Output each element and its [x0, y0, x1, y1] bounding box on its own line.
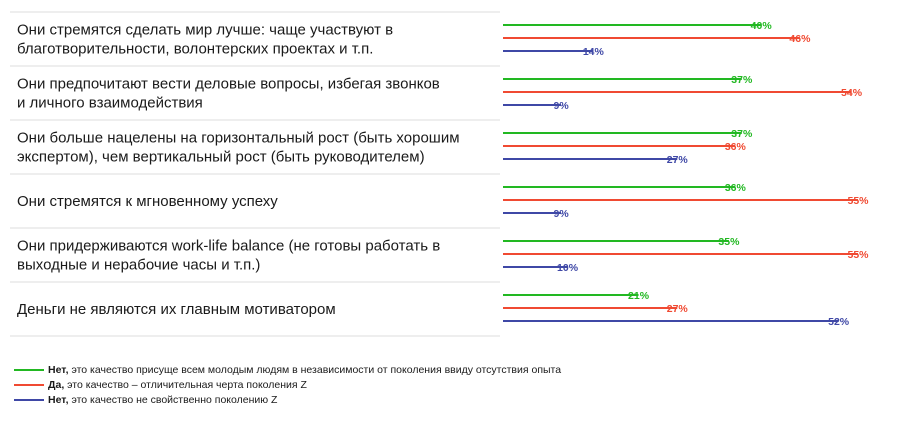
legend-item-blue: Нет, это качество не свойственно поколен… — [14, 392, 561, 407]
legend-line-blue — [14, 398, 44, 401]
value-label-red: 54% — [841, 87, 863, 99]
value-label-red: 55% — [847, 195, 869, 207]
legend-bold-blue: Нет, — [48, 393, 69, 406]
question-label: Они предпочитают вести деловые вопросы, … — [17, 76, 440, 93]
value-label-red: 46% — [789, 33, 811, 45]
legend-bold-red: Да, — [48, 378, 65, 391]
question-label: Они больше нацелены на горизонтальный ро… — [17, 130, 460, 147]
value-label-blue: 9% — [553, 100, 569, 112]
legend: Нет, это качество присуще всем молодым л… — [14, 362, 561, 407]
value-label-green: 21% — [628, 290, 650, 302]
legend-text-red: это качество – отличительная черта покол… — [64, 378, 307, 391]
legend-item-green: Нет, это качество присуще всем молодым л… — [14, 362, 561, 377]
question-label: Они придерживаются work-life balance (не… — [17, 238, 440, 255]
value-label-blue: 14% — [583, 46, 605, 58]
value-label-green: 36% — [725, 182, 747, 194]
value-label-green: 37% — [731, 74, 753, 86]
value-label-blue: 9% — [553, 208, 569, 220]
question-label: выходные и нерабочие часы и т.п.) — [17, 257, 260, 274]
value-label-green: 40% — [751, 20, 773, 32]
legend-text-green: это качество присуще всем молодым людям … — [68, 363, 562, 376]
value-label-red: 27% — [667, 303, 689, 315]
value-label-red: 55% — [847, 249, 869, 261]
legend-text-blue: это качество не свойственно поколению Z — [68, 393, 278, 406]
legend-bold-green: Нет, — [48, 363, 69, 376]
legend-line-green — [14, 368, 44, 371]
value-label-red: 36% — [725, 141, 747, 153]
legend-line-red — [14, 383, 44, 386]
value-label-blue: 10% — [557, 262, 579, 274]
question-label: и личного взаимодействия — [17, 95, 203, 112]
value-label-green: 35% — [718, 236, 740, 248]
question-label: Они стремятся сделать мир лучше: чаще уч… — [17, 22, 393, 39]
question-label: Они стремятся к мгновенному успеху — [17, 193, 278, 210]
value-label-green: 37% — [731, 128, 753, 140]
question-label: экспертом), чем вертикальный рост (быть … — [17, 149, 425, 166]
question-label: Деньги не являются их главным мотиваторо… — [17, 301, 336, 318]
value-label-blue: 52% — [828, 316, 850, 328]
question-label: благотворительности, волонтерских проект… — [17, 41, 373, 58]
value-label-blue: 27% — [667, 154, 689, 166]
chart-canvas: Они стремятся сделать мир лучше: чаще уч… — [10, 11, 869, 337]
legend-item-red: Да, это качество – отличительная черта п… — [14, 377, 561, 392]
